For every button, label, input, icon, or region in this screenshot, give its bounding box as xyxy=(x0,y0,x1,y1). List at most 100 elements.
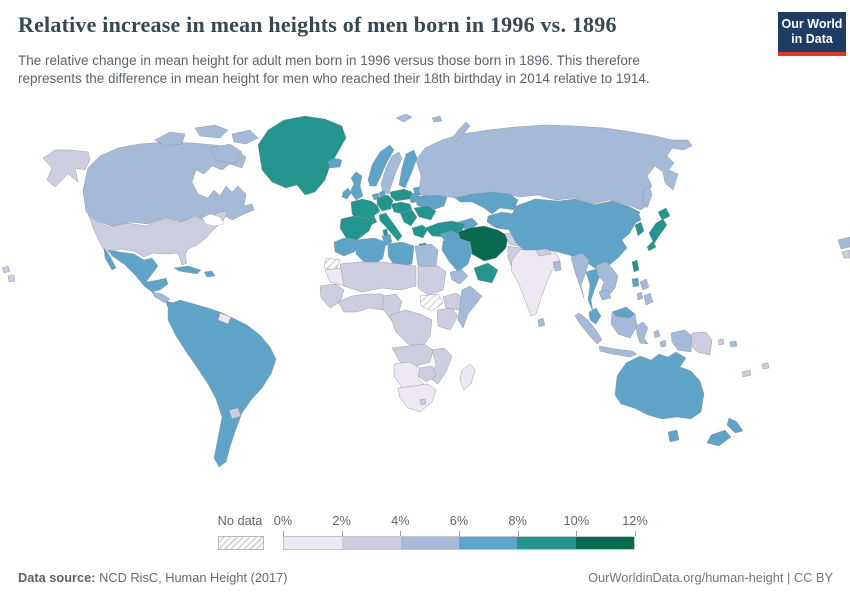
region-ireland[interactable] xyxy=(341,187,352,200)
region-kenya-tanzania[interactable] xyxy=(436,307,459,331)
region-indonesia-sumatra[interactable] xyxy=(574,312,603,345)
region-egypt[interactable] xyxy=(414,243,439,267)
region-philippines[interactable] xyxy=(643,292,654,306)
owid-logo[interactable]: Our World in Data xyxy=(778,12,846,56)
region-cambodia[interactable] xyxy=(598,289,612,301)
region-indonesia-papua[interactable] xyxy=(670,329,693,353)
legend-swatch[interactable] xyxy=(458,537,518,549)
region-spain-portugal[interactable] xyxy=(339,215,374,241)
region-sri-lanka[interactable] xyxy=(537,317,546,328)
region-greece[interactable] xyxy=(411,224,429,239)
region-finland[interactable] xyxy=(398,149,418,189)
region-india[interactable] xyxy=(510,246,561,317)
region-oman[interactable] xyxy=(473,262,499,284)
region-hainan[interactable] xyxy=(631,277,640,288)
region-philippines[interactable] xyxy=(636,291,644,301)
region-canada[interactable] xyxy=(82,141,255,227)
region-sahel[interactable] xyxy=(339,261,417,293)
region-indonesia-moluccas[interactable] xyxy=(653,329,661,339)
region-new-caledonia[interactable] xyxy=(741,369,752,378)
region-wrapped-fragment[interactable] xyxy=(837,236,850,250)
region-new-zealand[interactable] xyxy=(726,417,744,434)
legend-swatch[interactable] xyxy=(400,537,459,549)
region-japan[interactable] xyxy=(657,207,671,221)
region-indonesia-java[interactable] xyxy=(598,345,638,358)
region-united-states[interactable] xyxy=(87,210,229,266)
region-franz-josef-land[interactable] xyxy=(431,115,443,123)
region-libya[interactable] xyxy=(387,241,415,269)
region-png-islands[interactable] xyxy=(717,338,725,346)
region-sakhalin[interactable] xyxy=(642,185,653,209)
region-japan[interactable] xyxy=(648,218,668,245)
region-japan[interactable] xyxy=(646,240,657,252)
region-arctic-islands[interactable] xyxy=(231,129,259,145)
region-philippines[interactable] xyxy=(639,278,650,291)
region-mexico-baja[interactable] xyxy=(103,247,117,271)
region-romania-bulgaria[interactable] xyxy=(413,205,437,221)
region-solomon-islands[interactable] xyxy=(729,340,738,348)
region-arctic-islands[interactable] xyxy=(194,124,229,139)
region-united-kingdom[interactable] xyxy=(349,171,364,201)
region-norway[interactable] xyxy=(367,144,395,187)
owid-url-license-link[interactable]: OurWorldinData.org/human-height | CC BY xyxy=(588,570,833,585)
region-west-africa[interactable] xyxy=(337,293,391,313)
region-pacific-islands[interactable] xyxy=(1,265,11,274)
region-tunisia[interactable] xyxy=(381,233,393,247)
region-kazakhstan[interactable] xyxy=(454,191,519,215)
region-western-sahara[interactable] xyxy=(323,257,341,271)
region-algeria[interactable] xyxy=(355,237,387,269)
region-australia[interactable] xyxy=(614,351,705,420)
region-namibia-botswana[interactable] xyxy=(393,361,425,393)
region-wrapped-fragment[interactable] xyxy=(841,249,850,259)
region-north-korea[interactable] xyxy=(629,211,642,225)
legend-color-bar[interactable] xyxy=(283,536,635,550)
region-svalbard[interactable] xyxy=(395,113,413,123)
region-poland[interactable] xyxy=(389,188,413,202)
legend-swatch[interactable] xyxy=(342,537,401,549)
region-malaysia-borneo[interactable] xyxy=(612,306,636,319)
region-lesotho[interactable] xyxy=(419,398,427,406)
legend-swatch[interactable] xyxy=(517,537,576,549)
region-taiwan[interactable] xyxy=(631,259,640,273)
region-yemen[interactable] xyxy=(449,269,469,285)
region-south-africa[interactable] xyxy=(397,383,437,413)
region-indonesia-sulawesi[interactable] xyxy=(635,321,649,345)
region-laos-vietnam[interactable] xyxy=(595,261,619,299)
region-mongolia[interactable] xyxy=(555,199,621,216)
region-germany[interactable] xyxy=(376,194,394,212)
region-iceland[interactable] xyxy=(327,157,343,169)
region-arctic-islands[interactable] xyxy=(154,131,186,147)
legend-swatch[interactable] xyxy=(284,537,343,549)
region-sudan[interactable] xyxy=(417,265,447,296)
region-new-zealand[interactable] xyxy=(706,429,732,447)
legend-swatch[interactable] xyxy=(575,537,634,549)
region-malaysia[interactable] xyxy=(588,307,602,325)
region-madagascar[interactable] xyxy=(459,363,476,391)
region-papua-new-guinea[interactable] xyxy=(690,331,713,356)
region-bangladesh[interactable] xyxy=(552,260,562,272)
region-mozambique-malawi[interactable] xyxy=(429,347,453,385)
region-fiji[interactable] xyxy=(761,362,770,370)
region-angola-zambia[interactable] xyxy=(391,343,434,367)
region-mexico[interactable] xyxy=(107,249,169,293)
region-indonesia-moluccas[interactable] xyxy=(659,339,667,348)
region-china[interactable] xyxy=(508,198,641,273)
region-uruguay[interactable] xyxy=(228,407,242,420)
region-western-balkans[interactable] xyxy=(399,209,418,227)
region-south-korea[interactable] xyxy=(634,221,645,237)
region-italy[interactable] xyxy=(378,212,403,242)
region-pacific-islands[interactable] xyxy=(7,274,16,283)
region-hispaniola[interactable] xyxy=(203,270,216,278)
region-south-america[interactable] xyxy=(167,299,277,468)
region-arctic-islands[interactable] xyxy=(209,143,243,165)
region-central-africa[interactable] xyxy=(389,309,433,349)
region-guyana[interactable] xyxy=(217,312,232,325)
region-greenland[interactable] xyxy=(257,115,347,196)
region-saudi-arabia[interactable] xyxy=(441,237,473,273)
region-sweden[interactable] xyxy=(380,151,403,195)
region-central-america[interactable] xyxy=(151,291,171,304)
region-cuba[interactable] xyxy=(173,265,202,275)
region-somalia[interactable] xyxy=(457,285,483,329)
region-alaska[interactable] xyxy=(42,149,91,188)
region-myanmar[interactable] xyxy=(570,252,590,299)
